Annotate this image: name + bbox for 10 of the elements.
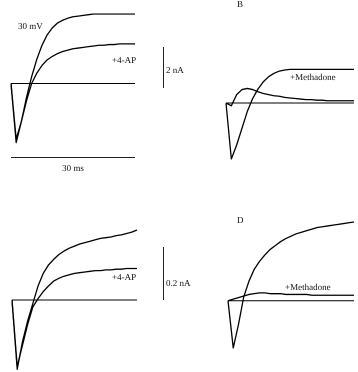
series-label: +Methadone <box>285 282 331 292</box>
chart-title: B <box>237 0 244 9</box>
series-label: +4-AP <box>112 55 136 65</box>
text: 2 nA <box>166 65 184 75</box>
series-label: +4-AP <box>112 272 136 282</box>
text: 30 ms <box>61 163 85 173</box>
chart-title: D <box>237 215 244 225</box>
series-label: +Methadone <box>290 72 336 82</box>
text: 0.2 nA <box>166 278 190 288</box>
annotation: 30 mV <box>18 21 43 31</box>
